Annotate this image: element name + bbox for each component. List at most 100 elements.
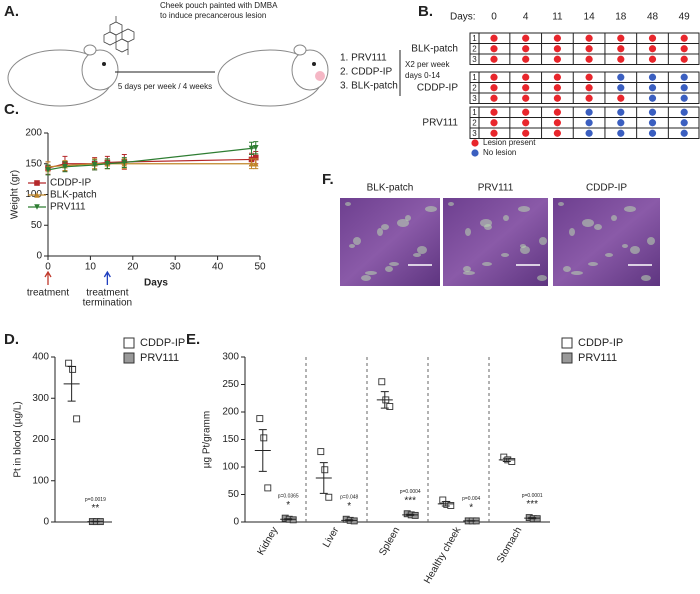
sem-bar — [406, 513, 415, 516]
data-point — [325, 493, 333, 501]
treatment-item: 3. BLK-patch — [340, 81, 398, 92]
row-label: 3 — [472, 129, 477, 138]
status-dot — [490, 108, 498, 116]
p-value: p=0.0019 — [85, 497, 106, 503]
y-tick-label: 400 — [32, 352, 49, 363]
tissue-detail — [381, 224, 389, 230]
histology-image — [553, 198, 660, 286]
y-tick-label: 200 — [32, 434, 49, 445]
group-label: CDDP-IP — [417, 82, 458, 93]
tissue-detail — [425, 206, 437, 212]
status-dot — [522, 73, 530, 81]
legend-marker — [34, 192, 40, 198]
tissue-detail — [520, 246, 530, 254]
tissue-detail — [448, 202, 454, 206]
significance: * — [347, 501, 351, 512]
tissue-detail — [397, 219, 409, 227]
x-tick-label: 0 — [45, 262, 51, 273]
status-dot — [522, 84, 530, 92]
y-tick-label: 300 — [222, 352, 239, 363]
status-dot — [585, 94, 593, 102]
status-dot — [680, 129, 688, 137]
status-dot — [553, 84, 562, 92]
marker — [252, 160, 259, 167]
day-label: 14 — [584, 12, 596, 23]
image-title: BLK-patch — [367, 183, 414, 194]
status-dot — [490, 84, 498, 92]
status-dot — [648, 129, 657, 137]
panel-label: B. — [418, 3, 433, 20]
panel-label: A. — [4, 3, 19, 20]
status-dot — [585, 45, 593, 53]
status-dot — [553, 45, 562, 53]
status-dot — [617, 73, 625, 81]
schedule: 5 days per week / 4 weeks — [118, 82, 212, 91]
x-tick-label: Healthy cheek — [422, 524, 464, 585]
data-point — [73, 415, 81, 423]
data-point — [256, 415, 264, 423]
tissue-detail — [503, 215, 509, 221]
status-dot — [522, 94, 530, 102]
marker — [121, 159, 128, 166]
status-dot — [680, 94, 688, 102]
tissue-detail — [405, 215, 411, 221]
status-dot — [522, 55, 530, 63]
tissue-detail — [377, 228, 383, 236]
status-dot — [648, 55, 657, 63]
legend-swatch — [561, 352, 573, 364]
legend-marker — [34, 204, 40, 210]
tissue-detail — [571, 271, 583, 275]
tissue-detail — [520, 244, 526, 248]
y-tick-label: 300 — [32, 393, 49, 404]
sem-bar — [258, 429, 267, 472]
tissue-detail — [611, 215, 617, 221]
frequency: X2 per week — [405, 60, 450, 69]
status-dot — [617, 84, 625, 92]
tissue-detail — [463, 266, 471, 272]
y-tick-label: 150 — [222, 434, 239, 445]
legend-label: CDDP-IP — [140, 337, 185, 349]
tissue-detail — [501, 253, 509, 257]
legend-dot — [471, 149, 479, 157]
data-point — [386, 403, 394, 410]
sem-bar — [528, 517, 537, 520]
y-tick-label: 150 — [25, 158, 42, 169]
marker — [248, 145, 255, 152]
group-label: PRV111 — [422, 117, 458, 128]
x-axis-label: Days — [144, 278, 168, 289]
data-point — [378, 378, 386, 386]
group-box — [469, 106, 700, 139]
row-label: 3 — [472, 55, 477, 64]
significance: * — [469, 503, 473, 514]
tissue-detail — [622, 244, 628, 248]
data-point — [447, 502, 455, 509]
status-dot — [680, 55, 688, 63]
status-dot — [585, 129, 593, 137]
tissue-detail — [624, 206, 636, 212]
status-dot — [490, 34, 498, 42]
status-dot — [585, 34, 593, 42]
status-dot — [553, 34, 562, 42]
data-point — [260, 434, 268, 442]
day-label: 0 — [491, 12, 497, 23]
y-tick-label: 200 — [222, 407, 239, 418]
sem-bar — [319, 462, 328, 494]
status-dot — [522, 129, 530, 137]
status-dot — [490, 129, 498, 137]
y-tick-label: 100 — [32, 475, 49, 486]
tissue-detail — [345, 202, 351, 206]
data-point — [321, 466, 329, 474]
data-point — [439, 496, 447, 504]
significance: ** — [91, 503, 99, 514]
tissue-detail — [641, 275, 651, 281]
tissue-detail — [630, 246, 640, 254]
status-dot — [648, 73, 657, 81]
sem-bar — [67, 365, 76, 402]
x-tick-label: 10 — [85, 262, 97, 273]
marker — [62, 164, 68, 170]
x-tick-label: Stomach — [495, 525, 524, 565]
status-dot — [680, 84, 688, 92]
p-value: p=0.0365 — [278, 493, 299, 499]
status-dot — [680, 119, 688, 127]
status-dot — [522, 45, 530, 53]
